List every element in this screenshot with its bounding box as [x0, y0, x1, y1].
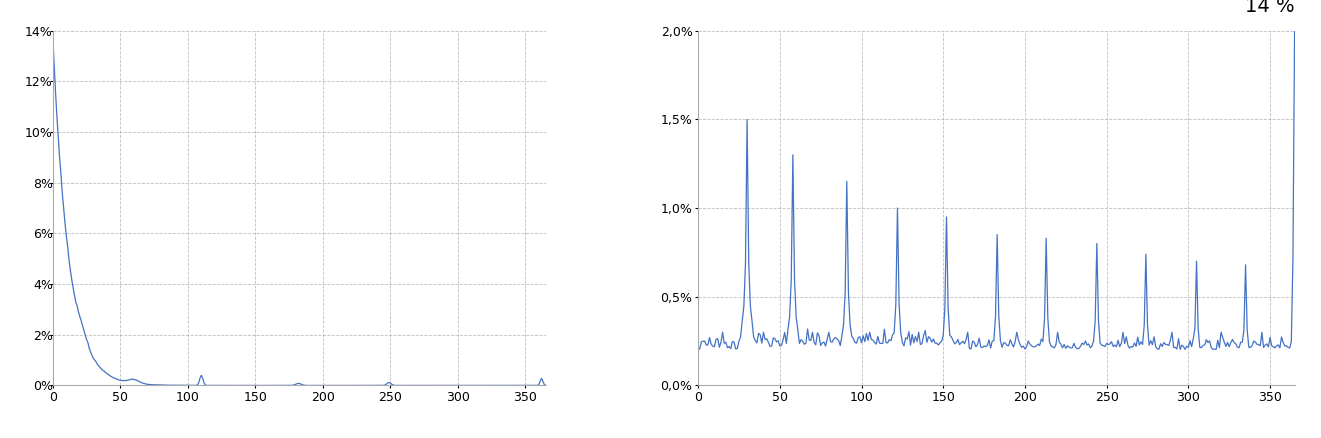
Text: 14 %: 14 %	[1244, 0, 1295, 17]
